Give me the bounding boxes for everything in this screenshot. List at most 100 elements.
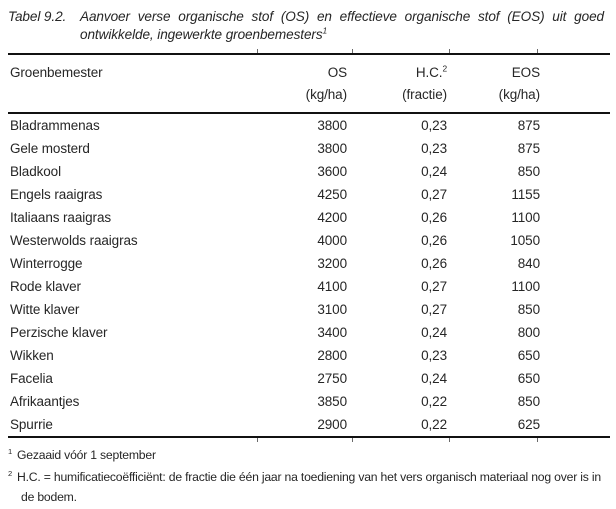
cell-value: 0,27 [421,279,447,294]
table-row: Rode klaver 4100 0,27 1100 [8,275,610,298]
cell-groenbemester: Westerwolds raaigras [10,233,138,248]
cell-groenbemester: Bladrammenas [10,118,100,133]
table-row: Witte klaver 3100 0,27 850 [8,298,610,321]
table-row: Italiaans raaigras 4200 0,26 1100 [8,206,610,229]
title-footnote-ref: 1 [322,25,328,36]
tick-mark [537,49,538,53]
cell-value: 3800 [317,118,347,133]
cell-value: 850 [517,302,540,317]
column-unit: (kg/ha) [498,87,540,102]
row-spacer [540,367,610,390]
cell-groenbemester: Rode klaver [10,279,81,294]
row-spacer [540,229,610,252]
cell-value: 2800 [317,348,347,363]
cell-value: 1155 [511,187,540,202]
cell-value: 3200 [317,256,347,271]
data-table-wrap: Groenbemester OS (kg/ha) H.C.2 (fractie) EOS… [8,53,610,438]
cell-value: 875 [517,118,540,133]
row-spacer [540,183,610,206]
cell-groenbemester: Wikken [10,348,54,363]
cell-value: 0,26 [421,210,447,225]
row-spacer [540,298,610,321]
row-spacer [540,252,610,275]
tick-mark [449,49,450,53]
table-header: Groenbemester OS (kg/ha) H.C.2 (fractie) EOS… [8,54,610,114]
cell-groenbemester: Winterrogge [10,256,83,271]
row-spacer [540,206,610,229]
cell-groenbemester: Engels raaigras [10,187,103,202]
cell-value: 0,27 [421,302,447,317]
cell-value: 4000 [317,233,347,248]
column-header-groenbemester: Groenbemester [8,54,253,114]
column-footnote-ref: 2 [442,63,447,74]
cell-value: 850 [517,394,540,409]
cell-value: 2750 [317,371,347,386]
cell-value: 0,22 [421,417,447,432]
footnote-text: H.C. = humificatiecoëfficiënt: de fracti… [17,470,601,504]
row-spacer [540,390,610,413]
cell-groenbemester: Perzische klaver [10,325,108,340]
column-header-eos: EOS (kg/ha) [447,54,540,114]
cell-value: 3850 [317,394,347,409]
footnote-ref: 2 [8,468,12,478]
cell-value: 1100 [511,210,540,225]
cell-value: 3100 [317,302,347,317]
column-header-os: OS (kg/ha) [253,54,347,114]
column-label: H.C.2 [415,63,447,80]
table-body: Bladrammenas 3800 0,23 875 Gele mosterd 3800 0… [8,113,610,437]
table-row: Winterrogge 3200 0,26 840 [8,252,610,275]
cell-value: 0,24 [421,371,447,386]
cell-value: 1100 [511,279,540,294]
table-row: Gele mosterd 3800 0,23 875 [8,137,610,160]
cell-value: 0,27 [421,187,447,202]
cell-groenbemester: Gele mosterd [10,141,90,156]
column-label: OS [327,65,347,80]
cell-value: 0,23 [421,348,447,363]
row-spacer [540,137,610,160]
table-row: Wikken 2800 0,23 650 [8,344,610,367]
footnote-text: Gezaaid vóór 1 september [17,448,156,462]
cell-value: 0,23 [421,118,447,133]
footnote: 2 H.C. = humificatiecoëfficiënt: de fract… [8,467,604,507]
tick-mark [257,49,258,53]
cell-value: 0,23 [421,141,447,156]
table-row: Facelia 2750 0,24 650 [8,367,610,390]
table-row: Bladrammenas 3800 0,23 875 [8,113,610,137]
cell-value: 0,26 [421,256,447,271]
cell-groenbemester: Facelia [10,371,53,386]
cell-value: 0,24 [421,164,447,179]
table-caption: Tabel 9.2. Aanvoer verse organische stof… [8,8,608,44]
tick-mark [449,438,450,442]
table-row: Bladkool 3600 0,24 850 [8,160,610,183]
footnote: 1 Gezaaid vóór 1 september [8,445,604,465]
cell-value: 650 [517,348,540,363]
header-spacer [540,54,610,114]
footnote-ref: 1 [8,446,12,456]
footnotes: 1 Gezaaid vóór 1 september 2 H.C. = humific… [8,445,604,509]
cell-value: 3800 [317,141,347,156]
cell-value: 4200 [317,210,347,225]
cell-groenbemester: Bladkool [10,164,61,179]
tick-mark [257,438,258,442]
table-row: Afrikaantjes 3850 0,22 850 [8,390,610,413]
cell-value: 3400 [317,325,347,340]
column-unit: (kg/ha) [305,87,347,102]
table-number: Tabel 9.2. [8,9,67,24]
row-spacer [540,321,610,344]
cell-value: 1050 [510,233,540,248]
cell-groenbemester: Witte klaver [10,302,80,317]
cell-value: 850 [517,164,540,179]
cell-value: 625 [517,417,540,432]
cell-value: 4250 [317,187,347,202]
tick-mark [352,438,353,442]
cell-value: 800 [517,325,540,340]
table-row: Spurrie 2900 0,22 625 [8,413,610,437]
cell-value: 840 [517,256,540,271]
table-row: Perzische klaver 3400 0,24 800 [8,321,610,344]
cell-value: 0,26 [421,233,447,248]
cell-value: 650 [517,371,540,386]
column-unit: (fractie) [402,87,447,102]
cell-value: 875 [517,141,540,156]
table-row: Westerwolds raaigras 4000 0,26 1050 [8,229,610,252]
